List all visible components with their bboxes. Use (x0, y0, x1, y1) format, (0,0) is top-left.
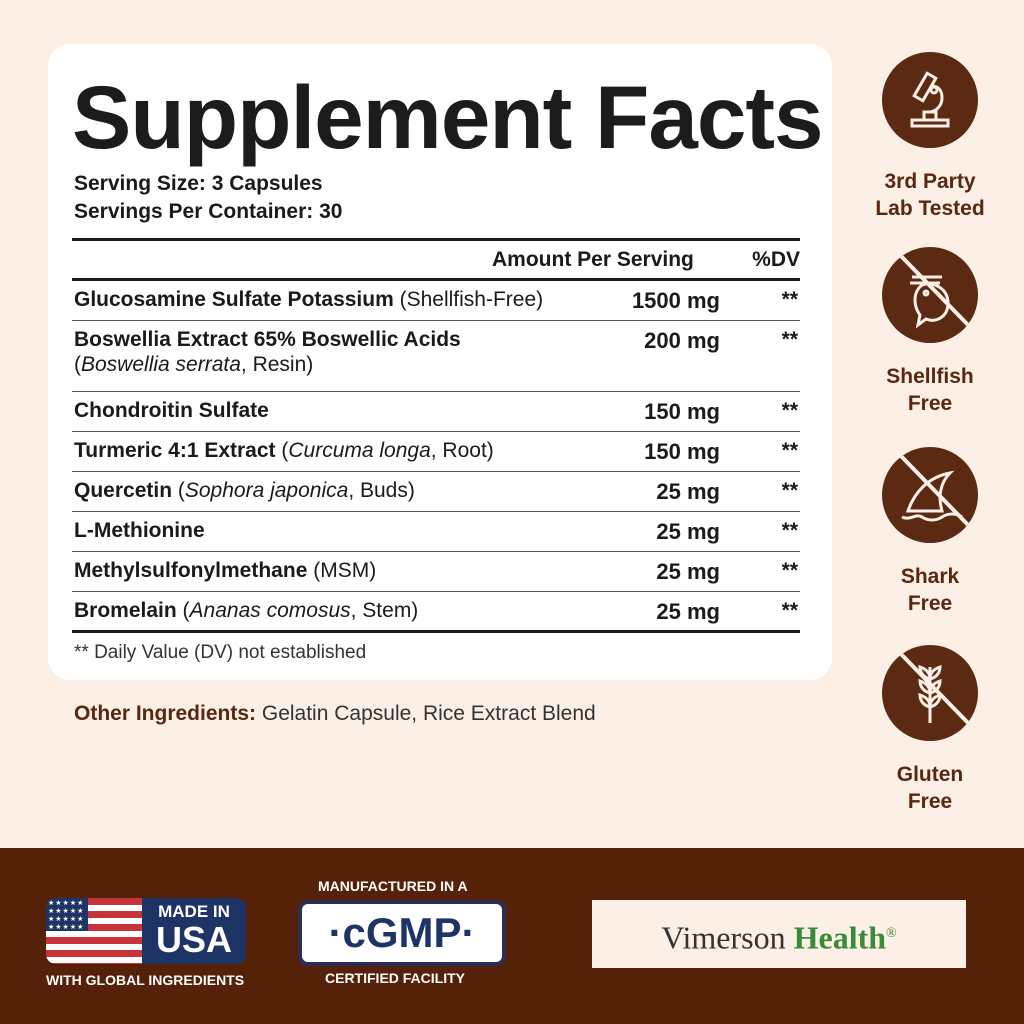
ingredient-note: (Ananas comosus, Stem) (176, 599, 419, 622)
supplement-facts-panel: Supplement Facts Serving Size: 3 Capsule… (48, 44, 832, 680)
brand-name-b: Health (793, 919, 887, 956)
ingredient-amount: 25 mg (656, 479, 720, 504)
row-divider (72, 511, 800, 512)
cgmp-bottom: CERTIFIED FACILITY (325, 970, 465, 986)
divider (72, 278, 800, 281)
ingredient-amount: 25 mg (656, 559, 720, 584)
ingredient-name: L-Methionine (74, 519, 205, 542)
usa-bottom: WITH GLOBAL INGREDIENTS (46, 972, 245, 988)
badge-line2: Free (907, 592, 953, 615)
badge-3rd-party: 3rd Party Lab Tested (875, 52, 985, 222)
usa-top: MADE IN (158, 902, 230, 921)
cgmp-top: MANUFACTURED IN A (318, 878, 468, 894)
ingredient-amount: 1500 mg (631, 288, 720, 313)
badge-gluten: Gluten Free (880, 645, 980, 815)
usa-big: USA (155, 919, 232, 960)
row-divider (72, 591, 800, 592)
servings-per-container: Servings Per Container: 30 (74, 200, 343, 223)
ingredient-dv: ** (781, 288, 798, 311)
badge-line1: Gluten (896, 763, 964, 786)
ingredient-dv: ** (781, 599, 798, 622)
ingredient-note: (Shellfish-Free) (393, 288, 544, 311)
ingredient-name: Bromelain (74, 599, 177, 622)
row-divider (72, 320, 800, 321)
ingredient-amount: 150 mg (644, 439, 720, 464)
ingredient-dv: ** (781, 559, 798, 582)
footer-band: ★★★★★ ★★★★★ ★★★★★ ★★★★★ MADE IN USA WITH … (0, 848, 1024, 1024)
ingredient-amount: 25 mg (656, 599, 720, 624)
badge-shellfish: Shellfish Free (880, 247, 980, 417)
divider (72, 238, 800, 241)
badge-line1: Shellfish (886, 365, 974, 388)
ingredient-dv: ** (781, 328, 798, 351)
badge-line2: Lab Tested (875, 197, 985, 220)
other-ingredients-value: Gelatin Capsule, Rice Extract Blend (256, 702, 596, 725)
cgmp-badge: ·cGMP· (298, 900, 506, 966)
other-ingredients-label: Other Ingredients: (74, 702, 257, 725)
shark-fin-crossed-icon (882, 447, 978, 543)
brand-name-a: Vimerson (661, 919, 786, 956)
footnote: ** Daily Value (DV) not established (74, 642, 367, 663)
badge-line1: Shark (900, 565, 960, 588)
dv-header: %DV (752, 248, 800, 271)
facts-title: Supplement Facts (72, 67, 824, 167)
ingredient-name: Turmeric 4:1 Extract (74, 439, 276, 462)
ingredient-name: Methylsulfonylmethane (74, 559, 308, 582)
registered-mark: ® (886, 926, 897, 941)
ingredient-name: Chondroitin Sulfate (74, 399, 269, 422)
ingredient-name: Glucosamine Sulfate Potassium (74, 288, 394, 311)
divider (72, 630, 800, 633)
made-in-usa-badge: ★★★★★ ★★★★★ ★★★★★ ★★★★★ MADE IN USA (46, 898, 246, 964)
ingredient-dv: ** (781, 399, 798, 422)
ingredient-source: (Boswellia serrata, Resin) (74, 353, 314, 376)
wheat-crossed-icon (882, 645, 978, 741)
ingredient-amount: 150 mg (644, 399, 720, 424)
us-flag-icon: ★★★★★ ★★★★★ ★★★★★ ★★★★★ (46, 898, 142, 964)
shrimp-crossed-icon (882, 247, 978, 343)
badge-line2: Free (907, 392, 953, 415)
ingredient-dv: ** (781, 519, 798, 542)
serving-size: Serving Size: 3 Capsules (74, 172, 323, 195)
ingredient-name: Boswellia Extract 65% Boswellic Acids (74, 328, 461, 351)
ingredient-note: (Curcuma longa, Root) (275, 439, 494, 462)
microscope-icon (882, 52, 978, 148)
ingredient-note: (MSM) (307, 559, 377, 582)
row-divider (72, 471, 800, 472)
other-ingredients: Other Ingredients: Gelatin Capsule, Rice… (74, 702, 596, 726)
badge-line2: Free (907, 790, 953, 813)
amount-header: Amount Per Serving (492, 248, 694, 271)
ingredient-dv: ** (781, 439, 798, 462)
ingredient-amount: 200 mg (644, 328, 720, 353)
ingredient-name: Quercetin (74, 479, 173, 502)
row-divider (72, 431, 800, 432)
ingredient-dv: ** (781, 479, 798, 502)
badge-shark: Shark Free (880, 447, 980, 617)
row-divider (72, 391, 800, 392)
brand-logo: Vimerson Health® (592, 900, 966, 968)
badge-line1: 3rd Party (884, 170, 976, 193)
row-divider (72, 551, 800, 552)
ingredient-note: (Sophora japonica, Buds) (172, 479, 415, 502)
ingredient-amount: 25 mg (656, 519, 720, 544)
